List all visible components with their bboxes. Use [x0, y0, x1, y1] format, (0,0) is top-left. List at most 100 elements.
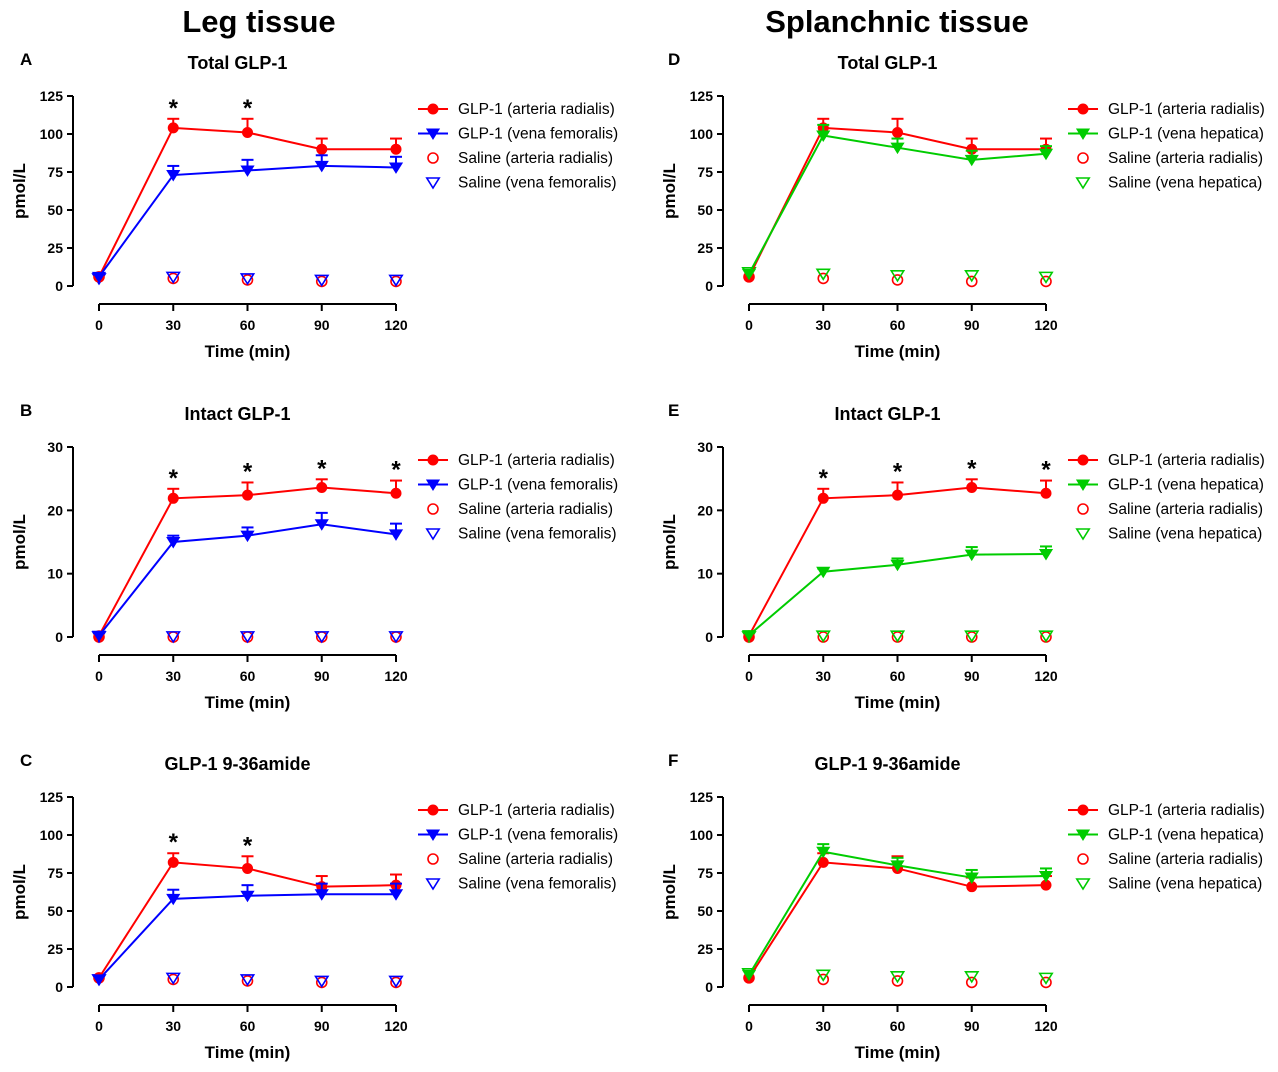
- series-line: [98, 126, 396, 278]
- legend-marker: [427, 103, 439, 115]
- x-tick-label: 90: [964, 668, 980, 684]
- y-axis-label: pmol/L: [10, 163, 29, 219]
- y-tick-label: 25: [47, 240, 63, 256]
- x-axis-label: Time (min): [205, 693, 291, 712]
- significance-marker: *: [243, 458, 253, 485]
- data-point: [816, 846, 831, 859]
- legend-label: Saline (vena femoralis): [458, 876, 617, 893]
- x-tick-label: 60: [240, 1018, 256, 1034]
- y-tick-label: 20: [697, 502, 713, 518]
- x-tick-label: 120: [1034, 1018, 1058, 1034]
- legend-marker: [1075, 829, 1091, 841]
- significance-marker: *: [243, 832, 253, 859]
- legend-item: Saline (arteria radialis): [427, 501, 613, 518]
- y-tick-label: 25: [47, 941, 63, 957]
- legend: GLP-1 (arteria radialis) GLP-1 (vena hepa…: [1068, 802, 1265, 893]
- legend-item: Saline (vena femoralis): [425, 175, 617, 192]
- legend-marker: [1075, 177, 1091, 190]
- significance-marker: *: [169, 95, 179, 122]
- legend-label: GLP-1 (arteria radialis): [458, 101, 615, 118]
- series-2: [91, 154, 404, 284]
- series-1: [93, 117, 402, 283]
- legend-label: GLP-1 (vena hepatica): [1108, 827, 1264, 844]
- x-tick-label: 0: [95, 668, 103, 684]
- right-column-heading: Splanchnic tissue: [765, 4, 1029, 39]
- panel-label: D: [668, 50, 680, 69]
- x-tick-label: 0: [745, 668, 753, 684]
- data-point: [964, 971, 980, 984]
- legend-label: GLP-1 (arteria radialis): [458, 452, 615, 469]
- x-tick-label: 120: [1034, 668, 1058, 684]
- legend-item: GLP-1 (arteria radialis): [1068, 101, 1265, 118]
- x-tick-label: 90: [964, 1018, 980, 1034]
- data-point: [167, 856, 179, 868]
- legend-item: Saline (arteria radialis): [427, 851, 613, 868]
- y-tick-label: 50: [47, 202, 63, 218]
- x-tick-label: 30: [165, 317, 181, 333]
- y-tick-label: 10: [697, 566, 713, 582]
- data-point: [239, 273, 256, 286]
- legend-label: Saline (vena femoralis): [458, 526, 617, 543]
- chart-title: Intact GLP-1: [184, 404, 290, 424]
- legend-item: Saline (vena femoralis): [425, 876, 617, 893]
- data-point: [91, 630, 107, 643]
- legend-marker: [427, 853, 439, 865]
- y-tick-label: 75: [47, 865, 63, 881]
- data-point: [388, 529, 404, 541]
- legend-marker: [1077, 804, 1089, 816]
- x-tick-label: 90: [314, 668, 330, 684]
- x-tick-label: 60: [240, 317, 256, 333]
- legend-label: GLP-1 (vena femoralis): [458, 477, 618, 494]
- data-point: [166, 893, 181, 906]
- legend-label: Saline (vena hepatica): [1108, 175, 1262, 192]
- data-point: [890, 559, 905, 572]
- series-2: [741, 843, 1054, 982]
- legend-marker: [425, 177, 441, 190]
- legend-label: Saline (arteria radialis): [1108, 501, 1263, 518]
- x-axis-label: Time (min): [855, 693, 941, 712]
- legend-label: GLP-1 (arteria radialis): [458, 802, 615, 819]
- legend-marker: [1077, 103, 1089, 115]
- panel-d: D Total GLP-1 0 25 50 75 100 125 pmol/L 0 30 60 90 12…: [660, 50, 1265, 361]
- y-tick-label: 0: [55, 979, 63, 995]
- panel-label: F: [668, 751, 678, 770]
- significance-marker: *: [169, 829, 179, 856]
- significance-marker: *: [169, 465, 179, 492]
- data-point: [964, 872, 979, 885]
- legend-marker: [425, 479, 441, 491]
- x-tick-label: 60: [890, 1018, 906, 1034]
- data-point: [91, 271, 107, 284]
- y-tick-label: 100: [40, 827, 64, 843]
- data-point: [240, 890, 255, 903]
- y-tick-label: 125: [40, 88, 64, 104]
- data-point: [1038, 871, 1054, 883]
- legend-item: GLP-1 (arteria radialis): [1068, 452, 1265, 469]
- legend-label: GLP-1 (vena femoralis): [458, 827, 618, 844]
- data-point: [816, 566, 831, 579]
- legend-item: GLP-1 (vena femoralis): [418, 827, 618, 844]
- data-point: [966, 482, 978, 494]
- x-tick-label: 0: [745, 1018, 753, 1034]
- panel-b: B Intact GLP-1 0 10 20 30 pmol/L 0 30 60 90 120 Time…: [10, 401, 618, 712]
- x-tick-label: 90: [314, 317, 330, 333]
- y-axis-label: pmol/L: [10, 514, 29, 570]
- legend-marker: [427, 804, 439, 816]
- legend-label: Saline (arteria radialis): [458, 851, 613, 868]
- data-point: [166, 170, 181, 182]
- series-2: [91, 882, 404, 986]
- x-tick-label: 30: [815, 317, 831, 333]
- data-point: [964, 549, 979, 562]
- y-tick-label: 75: [47, 164, 63, 180]
- legend-item: GLP-1 (vena femoralis): [418, 126, 618, 143]
- legend-marker: [1077, 503, 1089, 515]
- panel-f: F GLP-1 9-36amide 0 25 50 75 100 125 pmol/L 0 30 60…: [660, 751, 1265, 1062]
- data-point: [314, 519, 329, 531]
- y-tick-label: 75: [697, 865, 713, 881]
- data-point: [1038, 148, 1054, 161]
- data-point: [314, 274, 330, 287]
- data-point: [316, 143, 328, 155]
- series-1: [93, 852, 402, 984]
- x-tick-label: 90: [314, 1018, 330, 1034]
- y-tick-label: 125: [690, 789, 714, 805]
- y-tick-label: 10: [47, 566, 63, 582]
